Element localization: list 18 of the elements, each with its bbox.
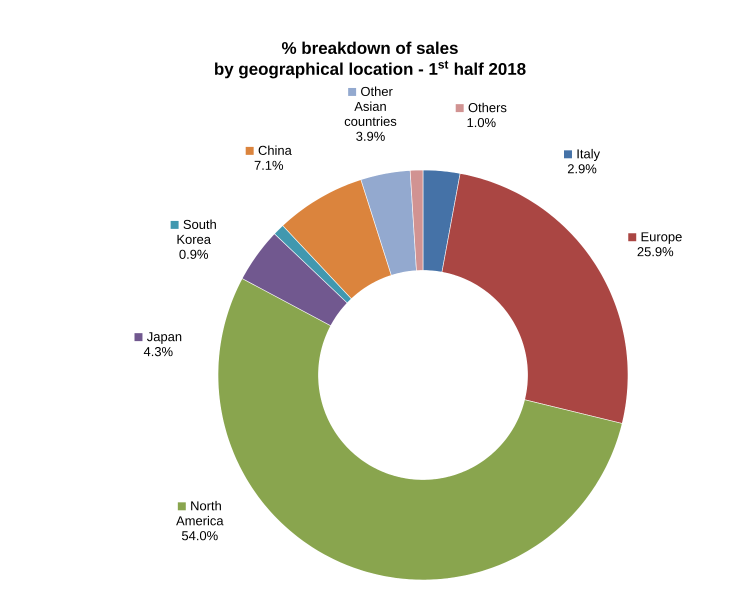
chart-subtitle: by geographical location - 1$^{st}$ half 2018 (215, 60, 526, 78)
data-label: 54.0% (182, 531, 218, 540)
data-label: 7.1% (254, 160, 284, 170)
legend-label: Other Asian countries (344, 86, 396, 126)
data-label: 25.9% (638, 247, 674, 256)
data-label: 2.9% (568, 164, 596, 174)
data-label: 0.9% (179, 250, 208, 259)
data-label: 1.0% (468, 118, 496, 128)
legend-label: Europe (642, 232, 682, 244)
chart-title: % breakdown of sales (282, 42, 458, 54)
data-label: 4.3% (144, 347, 173, 356)
legend-label: Italy (578, 148, 600, 161)
legend-label: South Korea (177, 219, 216, 244)
legend-label: China (258, 145, 292, 155)
legend-label: Japan (146, 332, 182, 344)
legend-label: Others (468, 102, 506, 112)
legend-label: North America (176, 500, 224, 526)
data-label: 3.9% (356, 132, 385, 141)
